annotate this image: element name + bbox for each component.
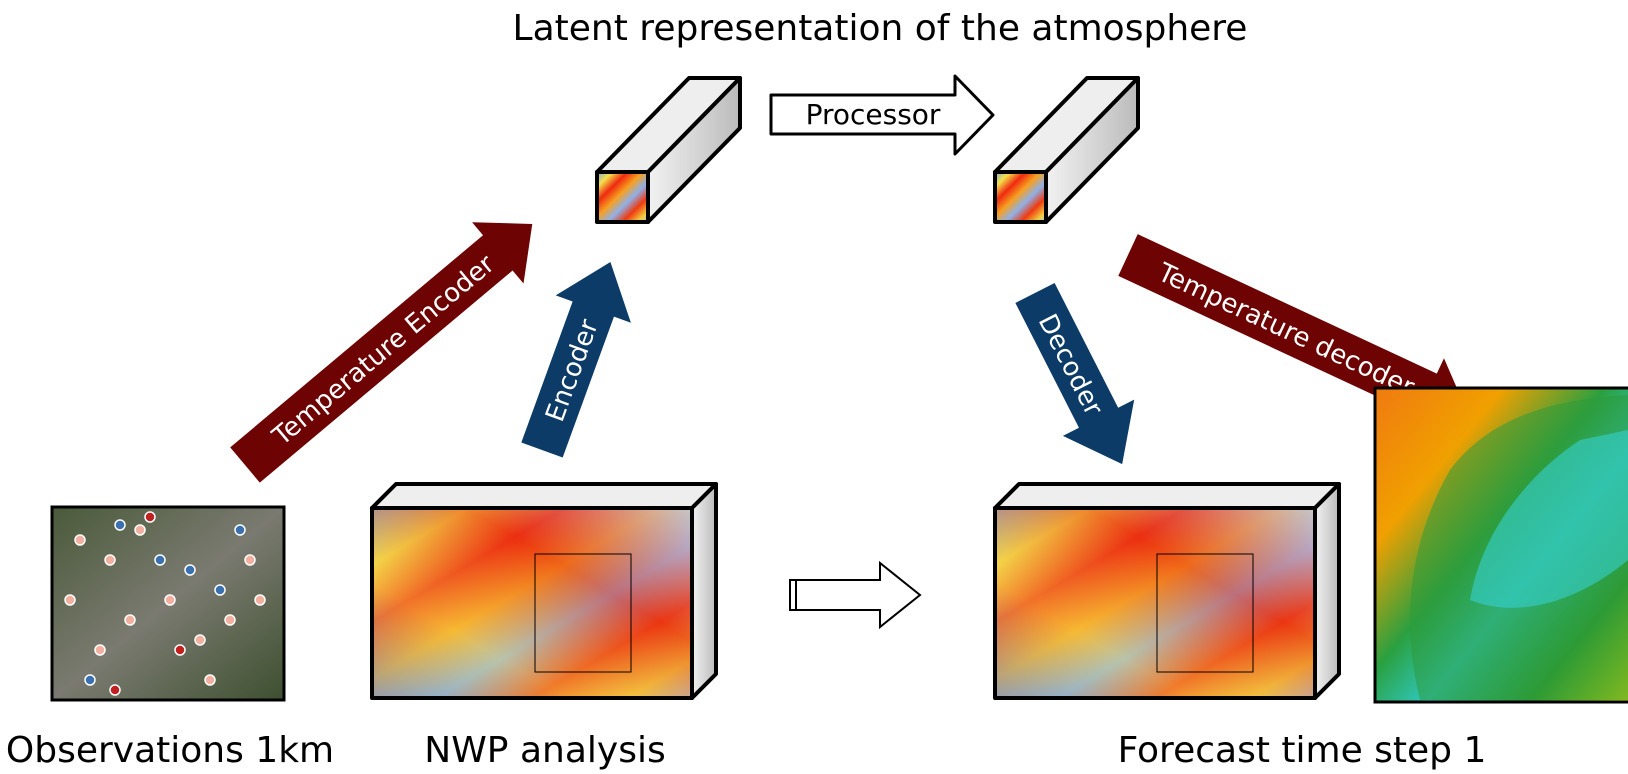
encoder-arrow: Encoder [504, 248, 648, 463]
processor-arrow: Processor [771, 76, 993, 154]
title: Latent representation of the atmosphere [513, 8, 1248, 49]
latent-cube [995, 78, 1138, 222]
time-arrow [790, 563, 920, 627]
panel-label: Observations 1km [6, 730, 334, 771]
panel-label: NWP analysis [424, 730, 665, 771]
diagram: Latent representation of the atmosphere … [0, 0, 1628, 774]
arrow-label: Processor [806, 98, 941, 131]
nwp-box [372, 484, 716, 698]
panel-label: Forecast time step 1 [1118, 730, 1487, 771]
latent-cube [597, 78, 740, 222]
temperature-map [1375, 388, 1628, 702]
decoder-arrow: Decoder [999, 275, 1157, 482]
arrow-label: Temperature decoder [1152, 257, 1419, 403]
arrow-label: Temperature Encoder [266, 249, 500, 452]
temperature-encoder-arrow: Temperature Encoder [219, 193, 558, 495]
observations-image [52, 507, 284, 700]
forecast-box [995, 484, 1339, 698]
